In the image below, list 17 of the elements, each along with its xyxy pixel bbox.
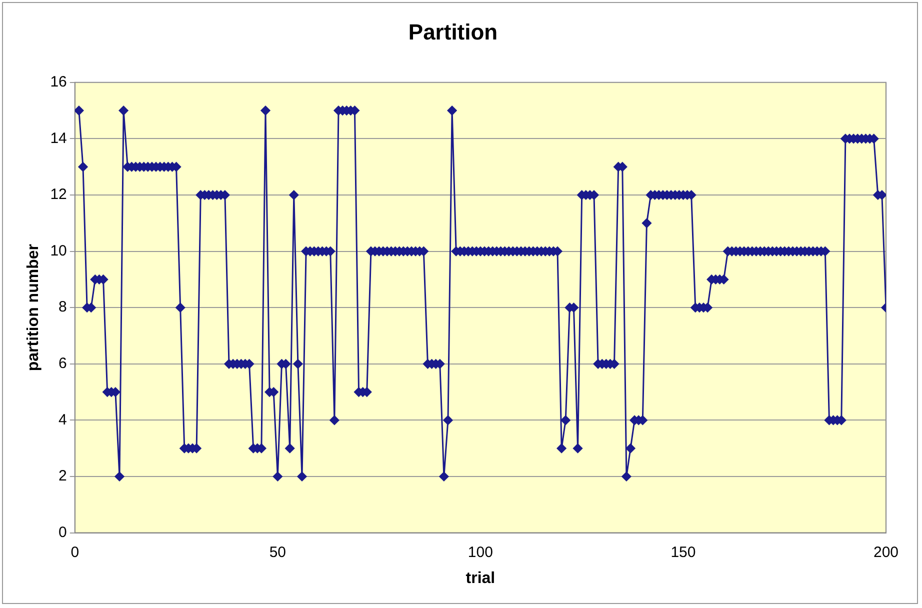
y-axis-title: partition number — [25, 244, 42, 372]
y-tick-label: 4 — [58, 411, 67, 428]
y-tick-label: 16 — [50, 74, 67, 91]
y-tick-label: 10 — [50, 242, 67, 260]
chart-title: Partition — [408, 19, 498, 44]
x-tick-label: 100 — [468, 544, 493, 561]
y-tick-label: 12 — [50, 186, 67, 204]
x-tick-label: 0 — [70, 544, 80, 561]
y-tick-label: 6 — [58, 355, 67, 372]
y-tick-label: 2 — [58, 468, 67, 485]
x-tick-label: 50 — [269, 544, 286, 561]
y-tick-label: 8 — [58, 298, 67, 316]
y-tick-label: 14 — [50, 130, 67, 147]
x-tick-label: 200 — [873, 544, 899, 561]
y-tick-label: 0 — [58, 524, 67, 541]
x-tick-label: 150 — [670, 544, 696, 561]
x-axis-title: trial — [466, 570, 496, 587]
